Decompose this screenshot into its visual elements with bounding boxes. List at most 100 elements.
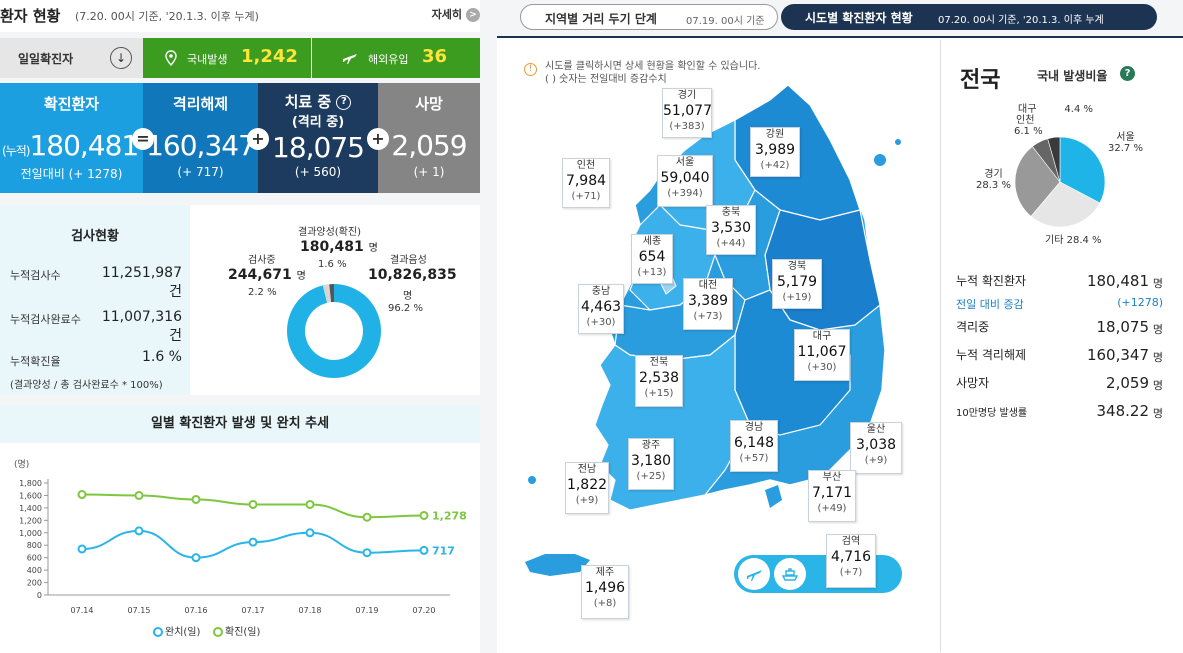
region-value[interactable]: 3,038 bbox=[855, 437, 897, 453]
region-value[interactable]: 5,179 bbox=[776, 274, 818, 290]
treating-title: 치료 중 bbox=[284, 93, 332, 111]
region-name[interactable]: 광주 bbox=[641, 440, 661, 451]
region-value[interactable]: 3,180 bbox=[630, 453, 672, 469]
x-tick-label: 07.19 bbox=[356, 606, 379, 615]
region-delta[interactable]: (+44) bbox=[716, 238, 746, 249]
region-delta[interactable]: (+394) bbox=[667, 188, 703, 199]
region-value[interactable]: 2,538 bbox=[638, 370, 680, 386]
region-card[interactable]: 충북 3,530 (+44) bbox=[706, 205, 756, 255]
region-card[interactable]: 충남 4,463 (+30) bbox=[578, 284, 624, 334]
airport-circle[interactable] bbox=[738, 558, 770, 590]
region-delta[interactable]: (+71) bbox=[571, 191, 601, 202]
region-card[interactable]: 부산 7,171 (+49) bbox=[808, 470, 856, 522]
seaport-circle[interactable] bbox=[774, 558, 806, 590]
negative-label: 결과음성 bbox=[390, 255, 427, 266]
tab-region-date: 07.20. 00시 기준, '20.1.3. 이후 누계 bbox=[938, 15, 1104, 26]
region-delta[interactable]: (+19) bbox=[782, 292, 812, 303]
y-tick-label: 200 bbox=[27, 579, 42, 588]
help-icon[interactable]: ? bbox=[336, 95, 352, 110]
region-name[interactable]: 대전 bbox=[698, 280, 718, 291]
region-name[interactable]: 대구 bbox=[812, 331, 832, 342]
region-name[interactable]: 인천 bbox=[576, 160, 596, 171]
region-value[interactable]: 654 bbox=[638, 249, 666, 265]
treating-value: 18,075 bbox=[272, 131, 365, 164]
pie-label-gyeonggi: 경기 28.3 % bbox=[976, 165, 1011, 191]
positive-value: 180,481 bbox=[300, 239, 364, 255]
region-card[interactable]: 전북 2,538 (+15) bbox=[635, 355, 683, 407]
region-name[interactable]: 검역 bbox=[841, 536, 861, 547]
region-value[interactable]: 4,716 bbox=[830, 549, 872, 565]
tab-region-label[interactable]: 시도별 확진환자 현황 bbox=[805, 11, 913, 25]
region-card[interactable]: 경남 6,148 (+57) bbox=[730, 420, 778, 472]
region-value[interactable]: 7,171 bbox=[811, 485, 853, 501]
region-delta[interactable]: (+9) bbox=[864, 455, 888, 466]
region-name[interactable]: 강원 bbox=[765, 129, 785, 140]
region-card[interactable]: 서울 59,040 (+394) bbox=[657, 155, 713, 207]
detail-label[interactable]: 자세히 bbox=[431, 8, 462, 21]
region-card[interactable]: 전남 1,822 (+9) bbox=[565, 462, 609, 514]
region-delta[interactable]: (+42) bbox=[760, 160, 790, 171]
donut-slice-negative bbox=[287, 284, 381, 378]
region-value[interactable]: 6,148 bbox=[733, 435, 775, 451]
region-delta[interactable]: (+7) bbox=[839, 567, 863, 578]
region-value[interactable]: 3,530 bbox=[710, 220, 752, 236]
region-value[interactable]: 59,040 bbox=[660, 170, 710, 186]
region-card[interactable]: 광주 3,180 (+25) bbox=[628, 438, 674, 490]
region-value[interactable]: 51,077 bbox=[663, 103, 712, 119]
region-delta[interactable]: (+8) bbox=[593, 598, 617, 609]
quarantine-transport-bar[interactable] bbox=[734, 555, 902, 593]
region-value[interactable]: 3,989 bbox=[754, 142, 796, 158]
region-delta[interactable]: (+49) bbox=[817, 503, 847, 514]
detail-link[interactable]: 자세히 > bbox=[432, 6, 480, 22]
region-card[interactable]: 검역 4,716 (+7) bbox=[826, 534, 876, 588]
region-card[interactable]: 대전 3,389 (+73) bbox=[683, 278, 733, 330]
region-card[interactable]: 인천 7,984 (+71) bbox=[562, 158, 610, 208]
region-name[interactable]: 경북 bbox=[787, 261, 807, 272]
region-name[interactable]: 전북 bbox=[649, 357, 669, 368]
region-name[interactable]: 제주 bbox=[595, 567, 615, 578]
region-name[interactable]: 울산 bbox=[866, 424, 886, 435]
region-value[interactable]: 1,822 bbox=[566, 477, 608, 493]
tab-region-status[interactable]: 시도별 확진환자 현황 07.20. 00시 기준, '20.1.3. 이후 누… bbox=[781, 4, 1157, 30]
region-card[interactable]: 세종 654 (+13) bbox=[631, 234, 673, 284]
region-value[interactable]: 4,463 bbox=[580, 299, 622, 315]
region-value[interactable]: 3,389 bbox=[687, 293, 729, 309]
region-value[interactable]: 1,496 bbox=[584, 580, 626, 596]
region-delta[interactable]: (+13) bbox=[637, 267, 667, 278]
region-card[interactable]: 경기 51,077 (+383) bbox=[662, 88, 712, 138]
pie-slice-4 bbox=[1047, 136, 1061, 183]
region-card[interactable]: 강원 3,989 (+42) bbox=[750, 127, 800, 177]
imported-value: 36 bbox=[422, 46, 448, 67]
region-value[interactable]: 7,984 bbox=[565, 173, 607, 189]
ship-icon[interactable] bbox=[774, 558, 806, 590]
region-delta[interactable]: (+73) bbox=[693, 311, 723, 322]
airplane-icon[interactable] bbox=[738, 558, 770, 590]
region-name[interactable]: 부산 bbox=[822, 472, 842, 483]
region-name[interactable]: 충북 bbox=[721, 207, 741, 218]
tab-distance-level[interactable]: 지역별 거리 두기 단계 07.19. 00시 기준 bbox=[520, 4, 778, 30]
trend-title: 일별 확진환자 발생 및 완치 추세 bbox=[0, 405, 480, 443]
tab-distance-label[interactable]: 지역별 거리 두기 단계 bbox=[545, 12, 657, 26]
region-delta[interactable]: (+9) bbox=[575, 495, 599, 506]
region-delta[interactable]: (+25) bbox=[636, 471, 666, 482]
region-delta[interactable]: (+30) bbox=[807, 362, 837, 373]
arrow-down-icon: ↓ bbox=[110, 47, 132, 69]
region-value[interactable]: 11,067 bbox=[797, 344, 847, 360]
region-name[interactable]: 충남 bbox=[591, 286, 611, 297]
region-name[interactable]: 경남 bbox=[744, 422, 764, 433]
region-delta[interactable]: (+383) bbox=[669, 121, 705, 132]
trend-panel: 일별 확진환자 발생 및 완치 추세 (명) 0 200 400 600 800 1,000… bbox=[0, 405, 480, 653]
region-name[interactable]: 전남 bbox=[577, 464, 597, 475]
region-card[interactable]: 대구 11,067 (+30) bbox=[794, 329, 850, 381]
region-delta[interactable]: (+57) bbox=[739, 453, 769, 464]
region-card[interactable]: 울산 3,038 (+9) bbox=[850, 422, 902, 474]
region-name[interactable]: 경기 bbox=[677, 90, 697, 101]
chevron-right-icon[interactable]: > bbox=[466, 8, 480, 22]
region-delta[interactable]: (+15) bbox=[644, 388, 674, 399]
region-name[interactable]: 서울 bbox=[675, 157, 695, 168]
region-name[interactable]: 세종 bbox=[642, 236, 662, 247]
region-card[interactable]: 경북 5,179 (+19) bbox=[772, 259, 822, 309]
region-delta[interactable]: (+30) bbox=[586, 317, 616, 328]
help-icon[interactable]: ? bbox=[1120, 66, 1135, 81]
region-card[interactable]: 제주 1,496 (+8) bbox=[581, 565, 629, 619]
